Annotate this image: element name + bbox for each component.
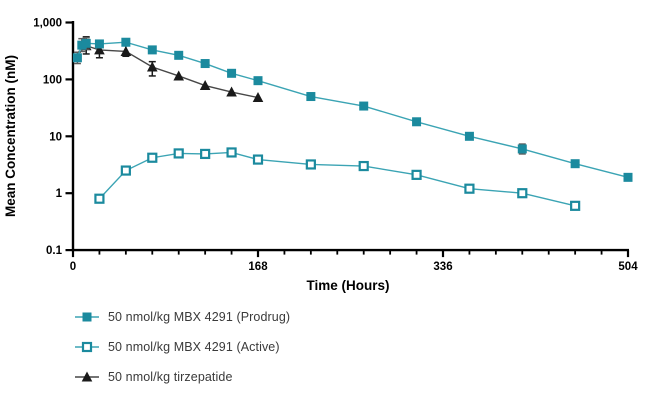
x-tick-label: 336 [433,261,452,273]
concentration-time-chart: Mean Concentration (nM) Time (Hours) 1,0… [3,18,638,294]
x-tick-label: 504 [618,261,638,273]
legend-label-prodrug: 50 nmol/kg MBX 4291 (Prodrug) [108,310,291,324]
series-line [98,151,576,207]
legend-label-tirzepatide: 50 nmol/kg tirzepatide [108,370,233,384]
series-2 [94,147,581,211]
series-markers [72,37,633,182]
series-markers [94,147,581,211]
legend: 50 nmol/kg MBX 4291 (Prodrug) 50 nmol/kg… [74,302,290,392]
x-tick-label: 0 [70,261,76,273]
legend-item-tirzepatide: 50 nmol/kg tirzepatide [74,362,290,392]
axes [71,21,629,252]
y-axis-title: Mean Concentration (nM) [3,55,18,217]
y-tick-label: 1 [56,188,63,200]
series-markers [80,40,264,103]
series-line [86,45,259,99]
series-0 [80,36,264,103]
series-1 [72,36,633,182]
chart-area: Mean Concentration (nM) Time (Hours) 1,0… [3,18,638,294]
x-axis-title: Time (Hours) [306,278,389,293]
y-tick-label: 10 [49,131,62,143]
open-square-marker-icon [75,341,99,353]
x-tick-label: 168 [248,261,268,273]
filled-square-marker-icon [75,312,99,322]
filled-triangle-marker-icon [75,371,99,382]
legend-item-prodrug: 50 nmol/kg MBX 4291 (Prodrug) [74,302,290,332]
y-tick-label: 1,000 [33,18,62,30]
legend-label-active: 50 nmol/kg MBX 4291 (Active) [108,340,280,354]
x-ticks: 0 168 336 504 [70,250,638,273]
y-ticks: 1,000 100 10 1 0.1 [33,18,73,257]
legend-item-active: 50 nmol/kg MBX 4291 (Active) [74,332,290,362]
y-tick-label: 0.1 [46,245,63,257]
plot-layer: 1,000 100 10 1 0.1 0 168 336 504 [33,18,638,274]
y-tick-label: 100 [43,74,62,86]
